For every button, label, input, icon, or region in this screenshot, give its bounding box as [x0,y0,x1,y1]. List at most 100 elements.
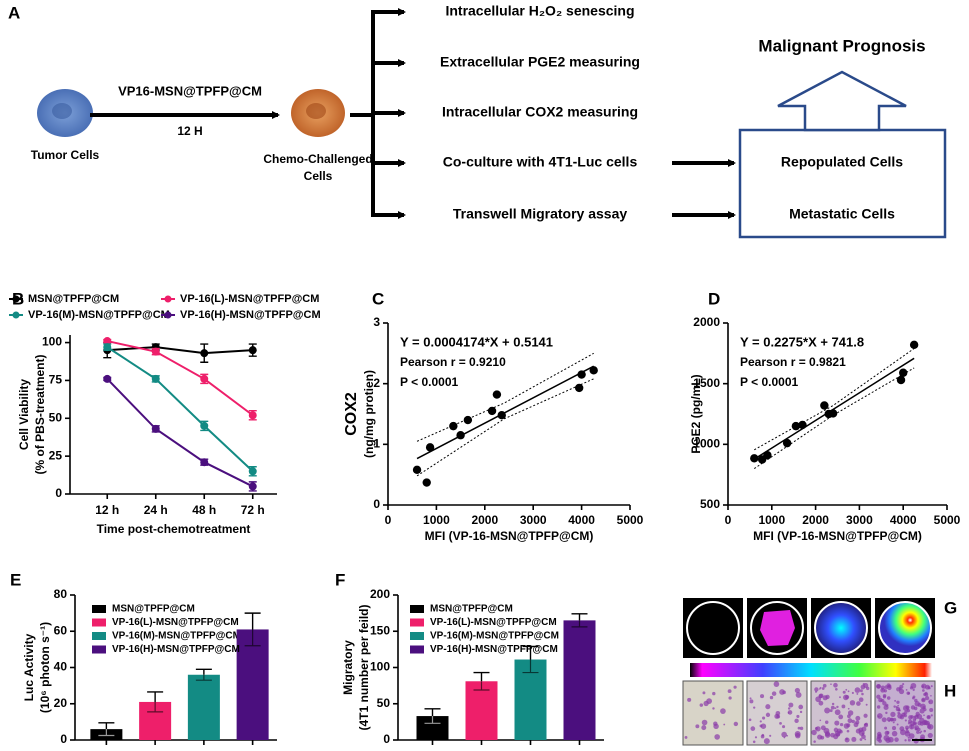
fit-line [416,365,595,460]
cell-speck [750,726,756,731]
cell-speck [818,700,824,706]
point [248,346,257,355]
y-axis-label: Luc Activity [22,633,36,701]
cell-speck [865,703,868,706]
x-axis-label: Time post-chemotreatment [97,522,251,536]
cell-speck [847,718,853,724]
legend-swatch [410,605,424,613]
cell-speck [794,730,801,737]
x-tick-label: 4000 [890,513,917,527]
cell-speck [854,687,861,693]
annotation: Y = 0.2275*X + 741.8 [740,334,864,349]
panel-label: D [708,289,720,308]
cell-speck [909,686,914,690]
cell-speck [797,726,801,730]
outcome: Repopulated Cells [781,154,903,170]
y-axis-label: (4T1 number per feild) [357,604,371,730]
cell-speck [819,719,822,722]
x-tick-label: 5000 [617,513,644,527]
chart-b: B0255075100Cell Viability(% of PBS-treat… [9,289,321,536]
cell-speck [924,696,930,701]
cell-speck [860,684,866,690]
point [449,421,458,431]
cell-speck [798,704,804,710]
cell-label: Cells [304,169,333,183]
cell-speck [839,696,841,699]
cell-speck [834,709,841,716]
cell-speck [788,702,794,708]
confidence-band [416,378,594,477]
cell-speck [876,736,881,742]
error-bar [424,708,441,717]
cell-speck [912,718,917,722]
chart-d: D 500 1000 1500 2000 PGE2 (pg/mL) 0 1000 2000 300… [689,289,960,543]
cell-speck [851,736,857,742]
legend-swatch [410,632,424,640]
signal [760,610,795,646]
cell-speck [799,710,803,714]
nucleus [52,103,72,119]
cell-speck [859,738,863,741]
cell-speck [833,734,839,740]
cell-speck [907,738,911,742]
x-axis-label: MFI (VP-16-MSN@TPFP@CM) [753,529,922,543]
y-tick-label: 40 [54,660,68,674]
y-tick-label: 100 [370,660,390,674]
cell-speck [712,707,715,710]
cell-speck [814,727,818,731]
cell-speck [838,714,844,720]
assay: Intracellular COX2 measuring [442,104,638,120]
cell-speck [759,724,763,728]
cell-speck [923,708,927,712]
y-tick-label: 50 [377,696,391,710]
error-bar-lower [98,729,115,737]
panel-label: F [335,570,345,589]
cell-speck [859,689,863,693]
cell-speck [706,698,712,704]
cell-speck [921,683,927,689]
point [750,454,759,463]
point [589,366,598,375]
point [798,420,807,430]
cell-speck [728,696,732,700]
cell-speck [752,740,756,744]
y-tick-label: 50 [49,410,63,424]
annotation: Pearson r = 0.9210 [400,355,506,369]
legend-swatch [92,632,106,640]
cell-speck [701,725,707,731]
point [200,374,209,383]
point [574,383,584,393]
cell-speck [833,682,838,688]
y-tick-label: 1500 [693,376,720,390]
cell-speck [829,709,833,713]
cell-speck [753,706,756,709]
cell-speck [898,687,902,691]
cell-speck [927,724,932,729]
fit-line [753,357,915,460]
cell-speck [844,737,850,743]
cell-label: Tumor Cells [31,148,100,162]
panel-g: G [683,598,957,677]
cell-speck [787,712,790,714]
annotation: P < 0.0001 [740,375,798,389]
cell-speck [794,718,799,724]
point [248,467,257,476]
legend-label: MSN@TPFP@CM [28,293,119,305]
cell-speck [856,692,859,695]
cell-speck [769,695,774,700]
cell-speck [930,714,933,717]
cell-speck [891,726,897,731]
legend-label: VP-16(L)-MSN@TPFP@CM [180,293,319,305]
y-axis-label: Migratory [341,640,355,695]
cell-speck [910,726,913,729]
point [828,409,838,418]
y-tick-label: 2000 [693,315,720,329]
cell-speck [847,707,850,710]
legend-swatch [410,618,424,627]
point [248,482,257,491]
cell-speck [929,707,934,712]
cell-speck [834,707,837,710]
x-tick-label: 1000 [758,513,785,527]
cell-speck [906,691,910,695]
x-tick-label: 48 h [192,503,216,517]
